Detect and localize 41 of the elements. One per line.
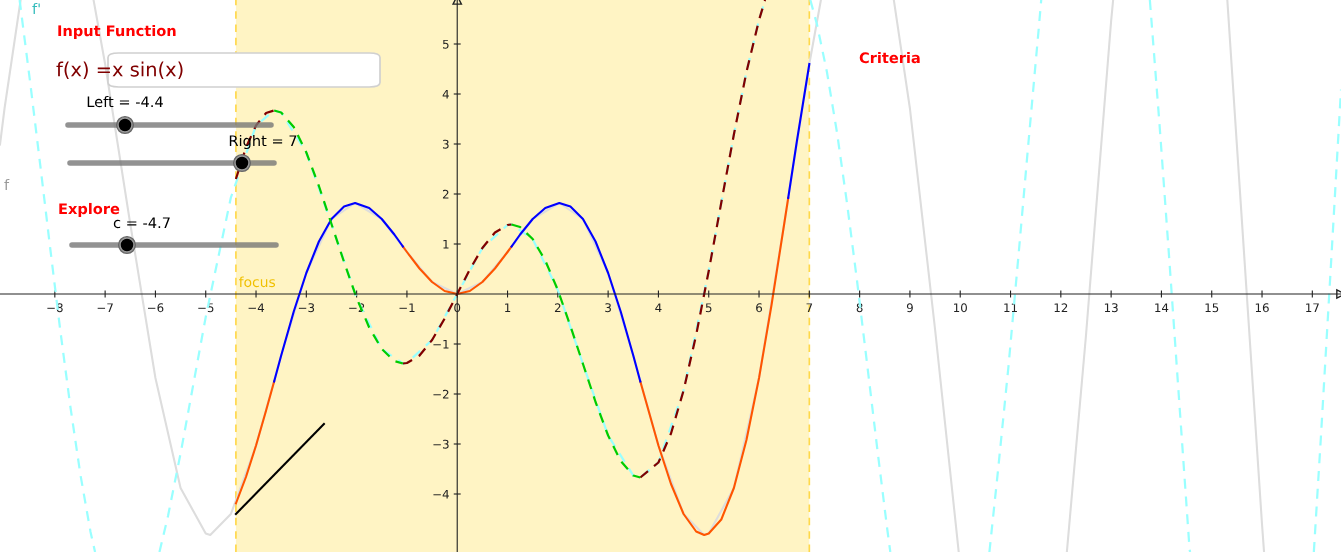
annotation: Explore <box>59 202 120 218</box>
x-tick-label: 14 <box>1155 303 1169 312</box>
x-tick-label: 16 <box>1255 303 1269 313</box>
x-tick-label: −6 <box>147 303 164 313</box>
y-tick-label: 2 <box>442 189 449 199</box>
annotation: Right = 7 <box>229 134 297 150</box>
x-tick-label: 2 <box>554 303 561 312</box>
y-tick-label: −3 <box>433 439 449 449</box>
x-tick-label: 11 <box>1004 303 1017 312</box>
x-tick-label: 13 <box>1104 303 1118 313</box>
x-tick-label: 8 <box>856 303 863 313</box>
x-tick-label: 10 <box>954 303 967 313</box>
x-tick-label: 7 <box>806 303 813 312</box>
x-tick-label: −4 <box>248 303 265 312</box>
x-tick-label: 15 <box>1205 303 1219 313</box>
y-tick-label: 5 <box>442 39 449 49</box>
x-tick-label: 6 <box>756 303 763 313</box>
x-tick-label: 17 <box>1306 303 1319 312</box>
x-tick-label: 4 <box>655 303 662 312</box>
annotation: Input Function <box>58 24 176 40</box>
annotation: f' <box>32 2 40 15</box>
x-tick-label: −3 <box>298 303 315 313</box>
y-tick-label: 3 <box>442 139 449 149</box>
x-tick-label: 12 <box>1054 303 1068 312</box>
y-tick-label: −1 <box>433 339 449 349</box>
x-tick-label: 9 <box>906 303 913 313</box>
y-tick-label: −2 <box>433 389 449 399</box>
y-tick-label: −4 <box>433 489 449 499</box>
x-tick-label: −1 <box>399 303 415 312</box>
x-tick-label: 3 <box>605 303 611 313</box>
x-tick-label: 1 <box>505 303 511 312</box>
annotation: c = -4.7 <box>113 217 170 229</box>
y-tick-label: 4 <box>442 89 449 99</box>
band-label: focus <box>239 276 276 288</box>
x-tick-label: −7 <box>97 303 113 312</box>
annotation: f <box>4 178 10 191</box>
annotation: f(x) =x sin(x) <box>56 61 183 79</box>
y-tick-label: 1 <box>443 239 449 249</box>
annotation: Criteria <box>859 51 920 64</box>
annotation: Left = -4.4 <box>87 95 163 108</box>
x-tick-label: 5 <box>705 303 712 313</box>
